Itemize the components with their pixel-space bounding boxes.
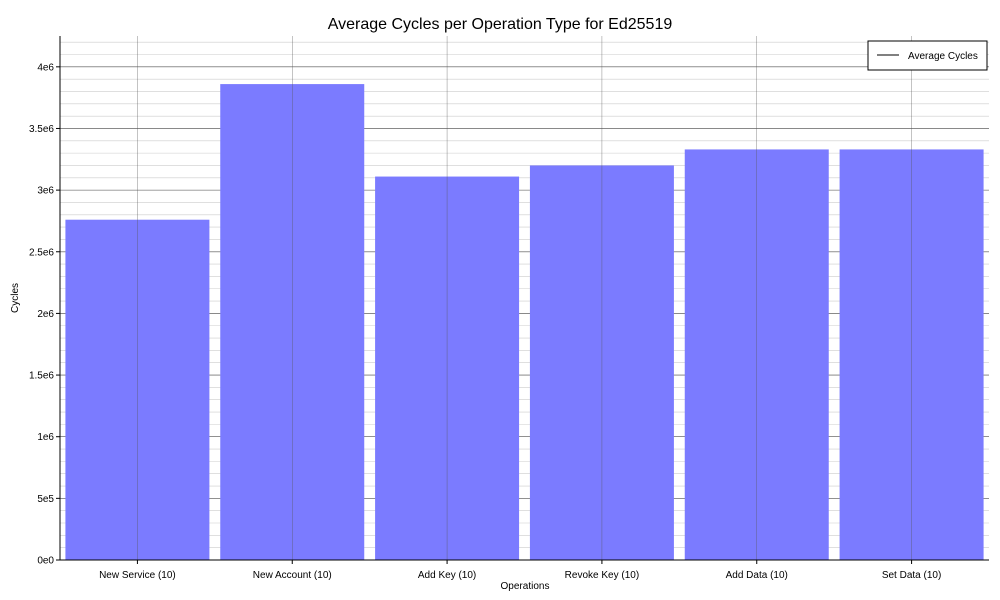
y-tick-label: 4e6: [37, 62, 54, 73]
x-tick-label: Add Key (10): [418, 570, 476, 581]
x-axis-label: Operations: [501, 581, 550, 592]
y-tick-label: 0e0: [37, 556, 54, 567]
legend-label: Average Cycles: [908, 51, 978, 62]
legend: Average Cycles: [867, 40, 988, 71]
x-tick-label: Revoke Key (10): [565, 570, 639, 581]
axes: [59, 36, 989, 561]
x-tick-label: New Account (10): [253, 570, 332, 581]
y-tick-label: 2e6: [37, 309, 54, 320]
y-tick-label: 3.5e6: [29, 124, 54, 135]
y-tick-label: 5e5: [37, 494, 54, 505]
y-tick-label: 1.5e6: [29, 371, 54, 382]
y-axis-label: Cycles: [10, 283, 21, 313]
x-tick-labels: New Service (10) New Account (10) Add Key …: [99, 560, 941, 581]
y-tick-labels: 0e0 5e5 1e6 1.5e6 2e6 2.5e6 3e6 3.5e6 4e6: [29, 62, 60, 567]
chart-title: Average Cycles per Operation Type for Ed…: [328, 16, 673, 33]
y-tick-label: 1e6: [37, 432, 54, 443]
y-tick-label: 2.5e6: [29, 247, 54, 258]
x-tick-label: New Service (10): [99, 570, 176, 581]
bars: [65, 84, 984, 561]
x-tick-label: Add Data (10): [726, 570, 788, 581]
grid-lines: [60, 41, 989, 561]
y-tick-label: 3e6: [37, 186, 54, 197]
x-tick-label: Set Data (10): [882, 570, 941, 581]
vertical-grid-lines: [137, 36, 912, 560]
